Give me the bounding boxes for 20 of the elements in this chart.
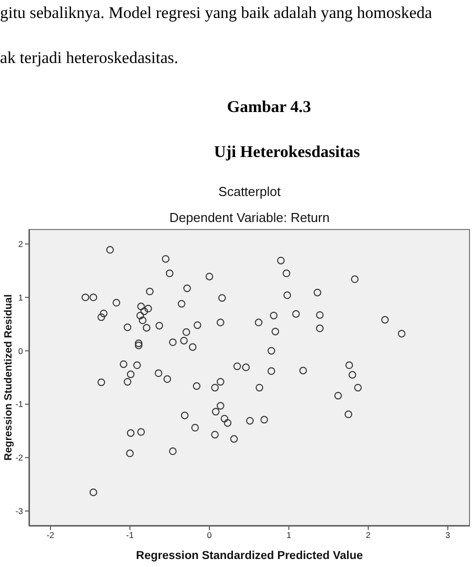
text: ak terjadi heteroskedasitas. xyxy=(0,48,180,68)
x-tick-label: 3 xyxy=(445,530,450,540)
y-tick-label: -3 xyxy=(15,506,24,516)
chart-title: Scatterplot xyxy=(217,184,282,200)
chart-subtitle: Dependent Variable: Return xyxy=(168,210,331,226)
y-tick-label: 0 xyxy=(18,346,24,356)
y-tick-label: 1 xyxy=(18,292,24,302)
x-tick-label: -2 xyxy=(46,530,55,540)
text: Uji Heterokesdasitas xyxy=(213,142,361,162)
x-axis-title: Regression Standardized Predicted Value xyxy=(136,550,363,562)
text: Gambar 4.3 xyxy=(226,97,312,117)
x-tick-label: 0 xyxy=(207,530,212,540)
y-tick-label: 2 xyxy=(18,238,24,249)
y-tick-label: -2 xyxy=(15,452,24,463)
x-tick-label: 2 xyxy=(366,530,371,540)
text: gitu sebaliknya. Model regresi yang baik adalah yang homoskeda xyxy=(0,3,434,23)
x-tick-label: 1 xyxy=(286,530,292,540)
x-tick-label: -1 xyxy=(126,530,134,540)
y-tick-label: -1 xyxy=(15,399,24,410)
y-axis-title: Regression Studentized Residual xyxy=(2,294,15,461)
